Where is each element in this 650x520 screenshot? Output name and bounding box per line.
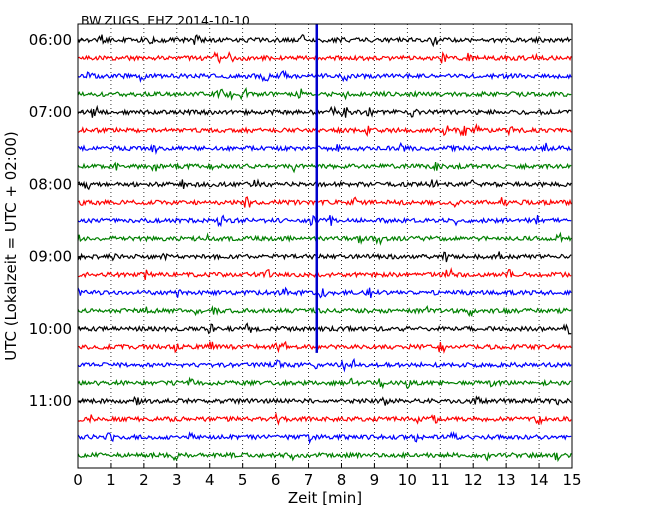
x-tick-label: 14 <box>530 471 549 489</box>
y-tick-label: 09:00 <box>29 248 72 266</box>
seismic-trace <box>77 395 572 406</box>
seismic-trace <box>77 376 572 390</box>
seismic-trace <box>77 231 572 246</box>
x-tick-label: 9 <box>370 471 380 489</box>
x-tick-label: 5 <box>238 471 248 489</box>
x-tick-label: 4 <box>205 471 215 489</box>
seismic-trace <box>77 69 572 84</box>
seismic-trace <box>77 214 572 228</box>
x-axis-label: Zeit [min] <box>288 489 362 507</box>
seismic-trace <box>77 104 572 118</box>
x-tick-label: 0 <box>73 471 83 489</box>
y-tick-label: 08:00 <box>29 175 72 193</box>
y-tick-label: 11:00 <box>29 392 72 410</box>
seismic-trace <box>77 161 572 174</box>
seismic-trace <box>77 86 572 101</box>
x-tick-label: 11 <box>431 471 450 489</box>
x-tick-label: 15 <box>562 471 581 489</box>
x-tick-label: 13 <box>497 471 516 489</box>
plot-background <box>78 24 572 468</box>
seismic-trace <box>77 357 572 373</box>
seismic-trace <box>77 451 572 463</box>
seismic-trace <box>77 322 572 335</box>
seismic-trace <box>77 122 572 138</box>
seismic-trace <box>77 304 572 318</box>
x-tick-label: 3 <box>172 471 182 489</box>
y-tick-label: 10:00 <box>29 320 72 338</box>
seismic-trace <box>77 178 572 191</box>
seismic-trace <box>77 196 572 209</box>
x-tick-label: 8 <box>337 471 347 489</box>
seismic-trace <box>77 34 572 48</box>
seismic-trace <box>77 340 572 355</box>
x-tick-label: 6 <box>271 471 281 489</box>
seismic-trace <box>77 286 572 299</box>
seismic-trace <box>77 50 572 65</box>
y-axis: 06:00 07:00 08:00 09:00 10:00 11:00 <box>29 31 83 410</box>
seismic-traces <box>77 34 572 463</box>
x-tick-label: 1 <box>106 471 116 489</box>
x-axis: 0 1 2 3 4 5 6 7 8 9 10 11 12 13 14 15 <box>73 463 582 489</box>
seismic-trace <box>77 251 572 263</box>
seismic-trace <box>77 141 572 155</box>
seismic-trace <box>77 266 572 280</box>
x-tick-label: 7 <box>304 471 314 489</box>
x-tick-label: 2 <box>139 471 149 489</box>
y-tick-label: 07:00 <box>29 103 72 121</box>
y-axis-label: UTC (Lokalzeit = UTC + 02:00) <box>2 131 20 361</box>
x-tick-label: 12 <box>464 471 483 489</box>
plot-frame <box>77 23 573 469</box>
seismic-trace <box>77 411 572 426</box>
seismic-trace <box>77 431 572 445</box>
plot-area <box>77 23 573 469</box>
x-tick-label: 10 <box>398 471 417 489</box>
y-tick-label: 06:00 <box>29 31 72 49</box>
